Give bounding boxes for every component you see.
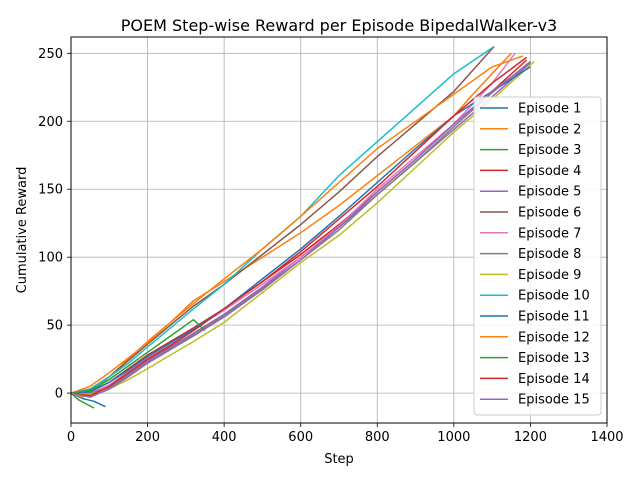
x-tick-label: 800 — [365, 430, 390, 445]
legend-label: Episode 14 — [518, 372, 590, 387]
legend-label: Episode 6 — [518, 206, 581, 221]
plot-frame — [70, 36, 608, 424]
x-tick-label: 1200 — [514, 430, 547, 445]
legend-label: Episode 5 — [518, 185, 581, 200]
y-tick-label: 200 — [38, 115, 63, 130]
legend-label: Episode 4 — [518, 164, 581, 179]
legend-label: Episode 10 — [518, 289, 590, 304]
x-tick-label: 1400 — [590, 430, 623, 445]
x-tick-label: 200 — [135, 430, 160, 445]
legend-label: Episode 2 — [518, 122, 581, 137]
y-tick-label: 100 — [38, 251, 63, 266]
y-tick-label: 50 — [46, 319, 63, 334]
x-tick-label: 400 — [212, 430, 237, 445]
series-layer — [70, 45, 535, 409]
series-line-episode-11 — [70, 66, 531, 394]
legend-label: Episode 7 — [518, 226, 581, 241]
series-line-episode-15 — [70, 62, 531, 398]
series-line-episode-9 — [70, 60, 535, 396]
series-line-episode-10 — [70, 47, 493, 394]
series-line-episode-8 — [71, 60, 531, 394]
y-axis-label: Cumulative Reward — [15, 167, 30, 294]
series-line-episode-3 — [70, 392, 95, 409]
y-tick-label: 250 — [38, 47, 63, 62]
series-line-episode-14 — [70, 56, 528, 397]
y-tick-label: 0 — [55, 387, 63, 402]
legend-label: Episode 3 — [518, 143, 581, 158]
series-line-episode-6 — [70, 45, 495, 394]
chart-title: POEM Step-wise Reward per Episode Bipeda… — [121, 16, 557, 35]
series-line-episode-7 — [71, 52, 516, 394]
x-tick-label: 600 — [288, 430, 313, 445]
legend-label: Episode 13 — [518, 351, 590, 366]
legend: Episode 1 Episode 2 Episode 3 Episode 4 Epis… — [473, 96, 602, 416]
x-tick-label: 1000 — [437, 430, 470, 445]
series-line-episode-13 — [70, 318, 206, 394]
legend-label: Episode 15 — [518, 393, 590, 408]
legend-box — [473, 96, 602, 416]
legend-label: Episode 11 — [518, 310, 590, 325]
legend-label: Episode 1 — [518, 102, 581, 117]
ticks: 0 200 400 600 800 1000 1200 1400 0 50 100 150 200 250 — [38, 47, 623, 445]
x-axis-label: Step — [324, 452, 354, 467]
legend-label: Episode 12 — [518, 330, 590, 345]
legend-label: Episode 8 — [518, 247, 581, 262]
legend-label: Episode 9 — [518, 268, 581, 283]
series-line-episode-12 — [70, 55, 524, 394]
y-tick-label: 150 — [38, 183, 63, 198]
x-tick-label: 0 — [67, 430, 75, 445]
